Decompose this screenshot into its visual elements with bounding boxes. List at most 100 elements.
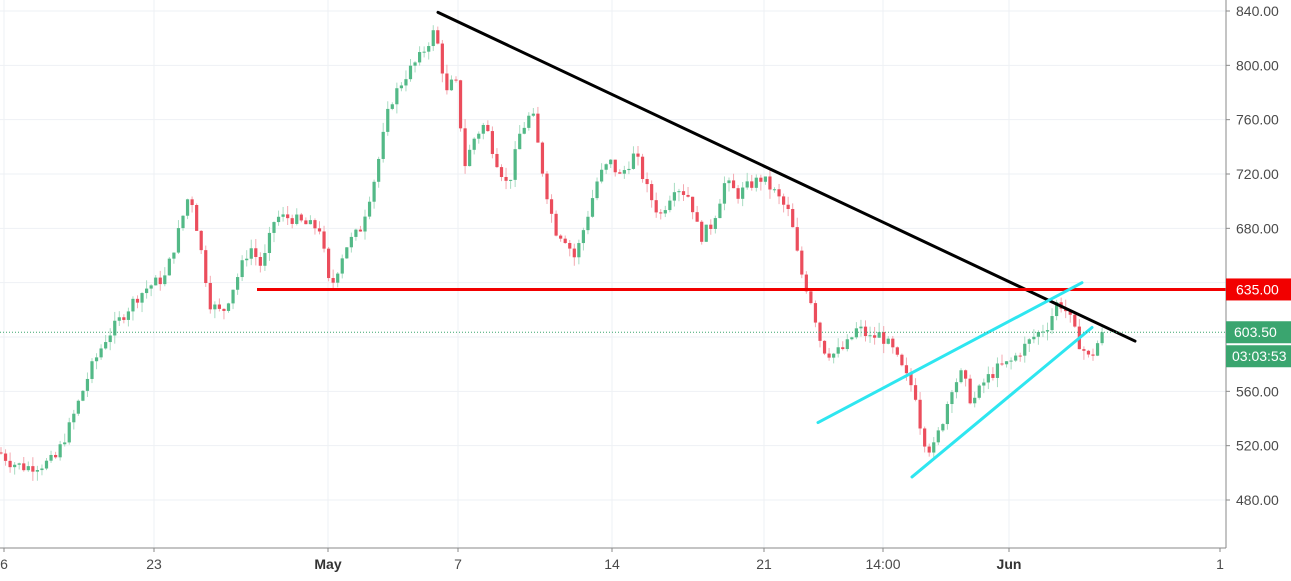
candle-down [563, 238, 567, 243]
candle-down [654, 200, 658, 213]
candle-down [258, 257, 262, 266]
candle-up [67, 422, 71, 443]
x-tick-label: 14 [604, 556, 620, 572]
axes [0, 0, 1227, 549]
y-tick-label: 680.00 [1236, 220, 1279, 236]
candle-down [559, 235, 563, 239]
candle-down [768, 176, 772, 190]
candle-up [131, 298, 135, 312]
candle-up [586, 216, 590, 231]
candle-down [1068, 311, 1072, 315]
candle-up [663, 210, 667, 214]
candle-up [509, 179, 513, 181]
x-tick-label: 23 [146, 556, 162, 572]
x-tick-label: 14:00 [865, 556, 900, 572]
candle-down [1082, 349, 1086, 351]
candle-down [3, 453, 8, 461]
candle-up [1041, 331, 1045, 333]
candle-up [850, 337, 854, 340]
candle-up [531, 113, 535, 116]
candle-up [954, 382, 959, 393]
candle-down [636, 153, 640, 157]
candle-down [650, 184, 654, 201]
candle-up [408, 65, 413, 80]
candle-up [340, 258, 344, 274]
candle-down [822, 340, 827, 354]
candle-up [35, 470, 39, 472]
candle-up [1004, 361, 1009, 365]
candle-down [31, 466, 35, 472]
candle-down [800, 250, 804, 275]
candle-down [331, 278, 335, 283]
candle-up [154, 277, 158, 286]
candle-down [217, 304, 221, 309]
candle-up [213, 304, 217, 310]
candle-up [1032, 336, 1036, 340]
drawings [257, 10, 1226, 479]
candle-up [349, 236, 353, 248]
candle-down [750, 181, 754, 188]
candle-up [40, 468, 44, 471]
candle-up [295, 214, 299, 224]
candle-up [936, 430, 940, 443]
candle-up [422, 51, 426, 53]
candle-up [76, 400, 80, 414]
candle-down [204, 250, 208, 283]
candle-up [668, 200, 672, 211]
candle-up [145, 288, 149, 294]
candle-up [468, 149, 472, 167]
candle-up [959, 370, 963, 383]
candle-down [818, 322, 822, 341]
price-tags: 635.00 603.50 03:03:53 [1226, 278, 1291, 368]
candle-up [399, 85, 403, 89]
candle-up [113, 320, 117, 336]
downtrend-line[interactable] [436, 10, 1137, 343]
candle-up [390, 104, 394, 109]
y-axis-ticks[interactable]: 840.00 800.00 760.00 720.00 680.00 560.00 520.… [1226, 3, 1279, 508]
candle-down [22, 463, 26, 471]
candles [0, 25, 1104, 481]
candle-up [17, 463, 21, 465]
candle-up [386, 108, 390, 132]
candle-up [845, 339, 849, 350]
candle-down [445, 73, 449, 91]
candle-up [363, 216, 367, 232]
candle-up [481, 124, 485, 134]
candle-up [231, 289, 235, 304]
candle-down [299, 214, 303, 221]
candle-down [686, 194, 690, 197]
candle-up [859, 326, 863, 329]
candle-down [463, 128, 467, 167]
candle-down [358, 229, 363, 232]
candle-up [527, 115, 531, 128]
candle-up [240, 260, 244, 278]
candle-down [504, 176, 508, 181]
candle-up [472, 138, 476, 150]
candle-up [772, 189, 777, 191]
candle-down [913, 385, 918, 400]
candle-up [854, 328, 858, 338]
candle-up [745, 181, 749, 188]
candle-up [108, 335, 112, 343]
candle-up [1045, 330, 1050, 332]
candle-up [367, 201, 372, 217]
candle-up [381, 131, 385, 159]
candle-down [313, 220, 317, 229]
x-axis-ticks[interactable]: 6 23 May 7 14 21 14:00 Jun 1 [0, 548, 1224, 572]
candle-up [631, 153, 636, 169]
candle-down [495, 153, 499, 168]
candle-up [995, 363, 1000, 378]
candle-up [63, 442, 67, 445]
candle-down [904, 365, 909, 374]
channel-line-2[interactable] [816, 281, 1084, 425]
candle-up [577, 243, 581, 258]
candle-up [81, 390, 85, 401]
channel-line-3[interactable] [910, 325, 1094, 479]
candle-up [104, 342, 108, 349]
candle-up [1050, 316, 1054, 331]
x-tick-label: May [314, 556, 341, 572]
candle-down [135, 298, 140, 303]
candle-up [427, 46, 431, 52]
